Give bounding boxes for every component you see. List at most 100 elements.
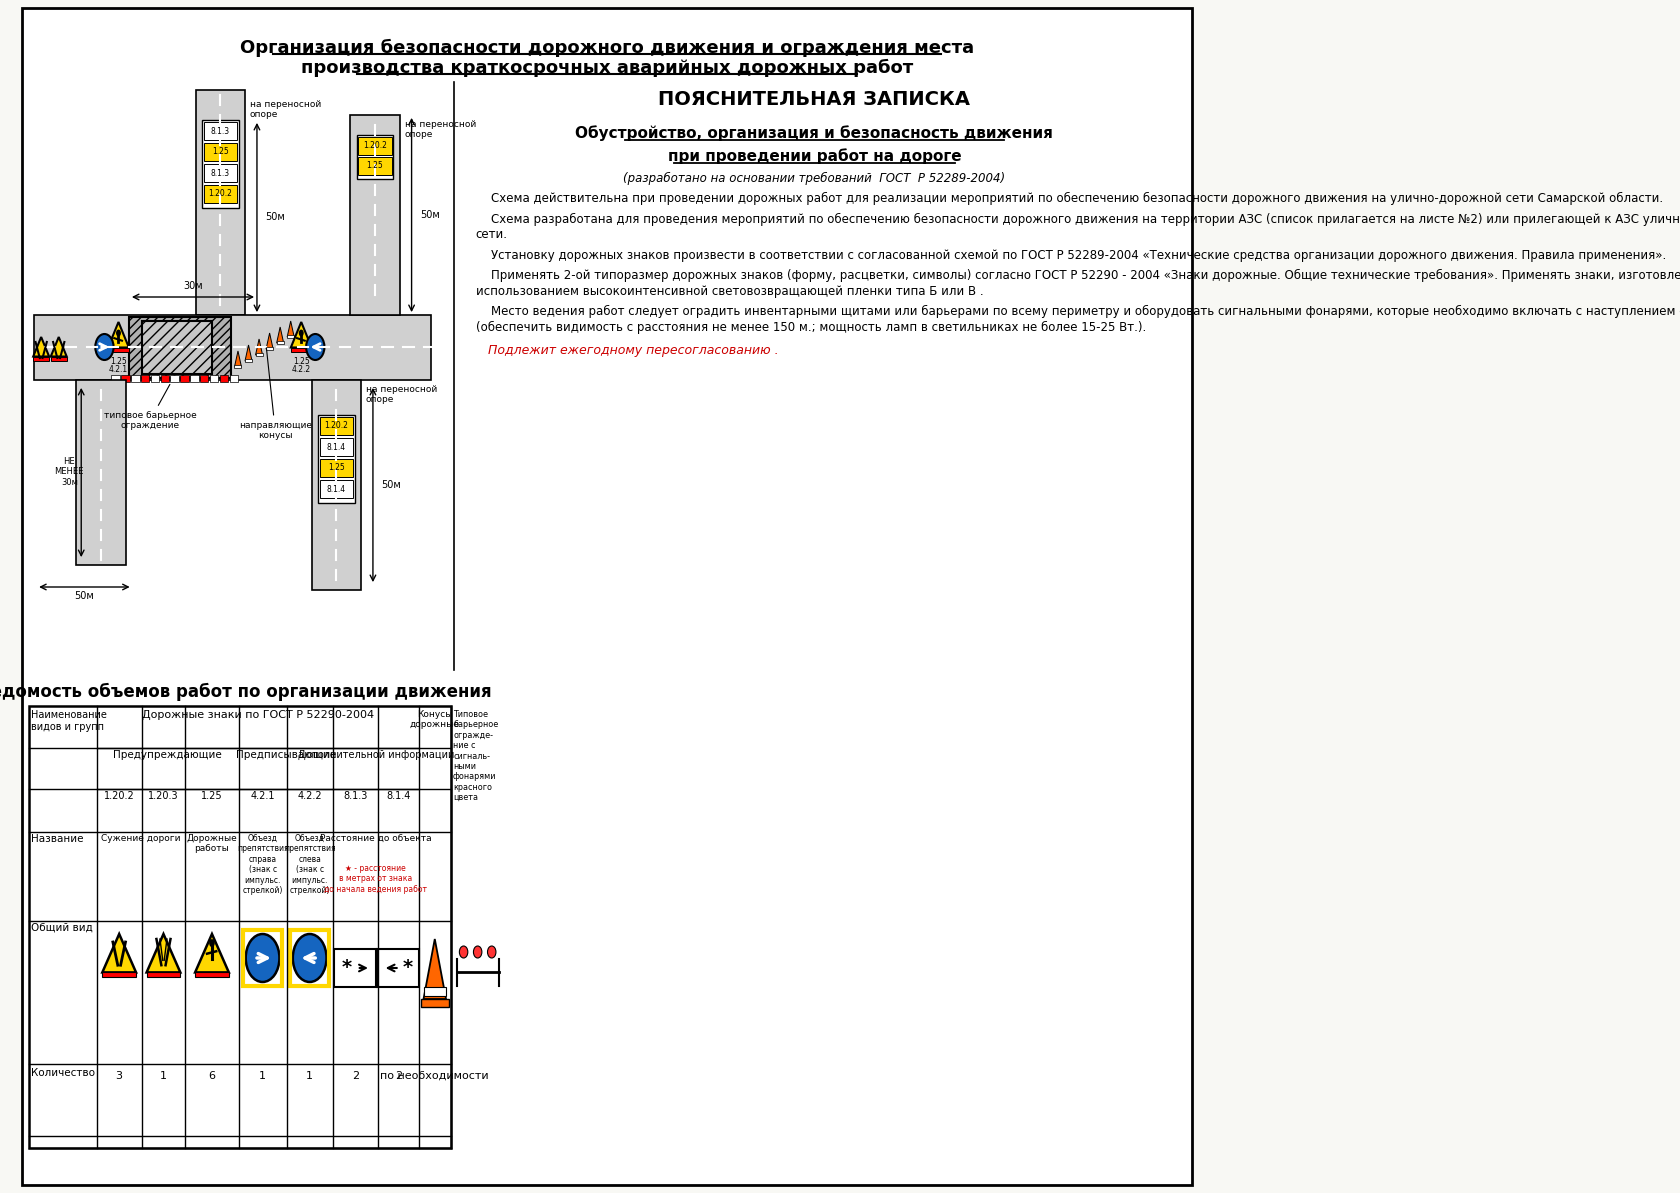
Bar xyxy=(318,415,354,503)
Polygon shape xyxy=(102,934,136,972)
Text: Предписывающие: Предписывающие xyxy=(235,750,336,760)
Polygon shape xyxy=(255,339,262,356)
Text: 50м: 50м xyxy=(381,480,402,490)
Bar xyxy=(376,948,420,987)
Bar xyxy=(235,365,242,367)
Bar xyxy=(358,157,391,175)
Text: Количество: Количество xyxy=(32,1068,96,1078)
Bar xyxy=(210,375,218,382)
Bar xyxy=(200,375,208,382)
Bar xyxy=(203,122,237,140)
Bar xyxy=(170,375,180,382)
Bar xyxy=(34,357,49,360)
Bar xyxy=(334,948,376,987)
Polygon shape xyxy=(34,336,49,357)
Polygon shape xyxy=(265,333,274,350)
Bar xyxy=(351,115,400,315)
Text: Конусы
дорожные: Конусы дорожные xyxy=(410,710,460,729)
Bar xyxy=(203,143,237,161)
Text: 8.1.3: 8.1.3 xyxy=(343,791,368,801)
Bar xyxy=(197,89,245,315)
Bar xyxy=(121,375,129,382)
Polygon shape xyxy=(108,322,129,347)
Text: Предупреждающие: Предупреждающие xyxy=(113,750,222,760)
Text: Название: Название xyxy=(32,834,84,843)
Bar xyxy=(358,137,391,155)
Polygon shape xyxy=(50,336,67,357)
Text: 8.1.3: 8.1.3 xyxy=(210,126,230,136)
Text: 1.20.3: 1.20.3 xyxy=(148,791,178,801)
Circle shape xyxy=(306,334,324,360)
Text: 8.1.4: 8.1.4 xyxy=(386,791,410,801)
Text: сети.: сети. xyxy=(475,228,507,241)
Text: 8.1.4: 8.1.4 xyxy=(328,443,346,451)
Text: 50м: 50м xyxy=(265,212,286,222)
Circle shape xyxy=(459,946,467,958)
Circle shape xyxy=(474,946,482,958)
Bar xyxy=(244,931,282,985)
Text: 6: 6 xyxy=(208,1071,215,1081)
Bar xyxy=(220,375,228,382)
Bar xyxy=(151,375,160,382)
Text: Схема разработана для проведения мероприятий по обеспечению безопасности дорожно: Схема разработана для проведения меропри… xyxy=(475,212,1680,225)
Bar xyxy=(245,359,252,361)
Text: (обеспечить видимость с расстояния не менее 150 м.; мощность ламп в светильниках: (обеспечить видимость с расстояния не ме… xyxy=(475,321,1146,334)
Bar xyxy=(161,375,170,382)
Polygon shape xyxy=(291,322,311,347)
Bar xyxy=(102,972,136,977)
Polygon shape xyxy=(146,934,180,972)
Text: 1: 1 xyxy=(306,1071,312,1081)
Bar xyxy=(291,931,329,985)
Circle shape xyxy=(299,329,304,336)
Text: Объезд
препятствия
справа
(знак с
импульс.
стрелкой): Объезд препятствия справа (знак с импуль… xyxy=(237,834,289,895)
Polygon shape xyxy=(277,327,284,344)
Text: 50м: 50м xyxy=(74,591,94,601)
Text: *: * xyxy=(341,958,353,977)
Polygon shape xyxy=(245,345,252,361)
Text: Организация безопасности дорожного движения и ограждения места: Организация безопасности дорожного движе… xyxy=(240,39,974,57)
Bar xyxy=(141,375,150,382)
Text: 3: 3 xyxy=(116,1071,123,1081)
Bar xyxy=(230,375,239,382)
Bar xyxy=(265,347,274,350)
Text: 2: 2 xyxy=(395,1071,402,1081)
Text: НЕ
МЕНЕЕ
30м: НЕ МЕНЕЕ 30м xyxy=(54,457,84,487)
Text: Наименование
видов и групп: Наименование видов и групп xyxy=(30,710,106,731)
Text: Применять 2-ой типоразмер дорожных знаков (форму, расцветки, символы) согласно Г: Применять 2-ой типоразмер дорожных знако… xyxy=(475,268,1680,282)
Bar xyxy=(312,381,361,591)
Bar xyxy=(202,120,239,208)
Polygon shape xyxy=(423,939,445,999)
Bar xyxy=(423,987,445,996)
Bar xyxy=(319,459,353,477)
Bar xyxy=(108,347,129,352)
Bar xyxy=(111,375,119,382)
Bar xyxy=(29,706,450,1148)
Bar xyxy=(141,321,212,373)
Text: 4.2.1: 4.2.1 xyxy=(109,365,128,373)
Bar xyxy=(34,315,432,381)
Text: Подлежит ежегодному пересогласованию .: Подлежит ежегодному пересогласованию . xyxy=(489,344,780,357)
Text: использованием высокоинтенсивной световозвращающей пленки типа Б или В .: использованием высокоинтенсивной светово… xyxy=(475,284,983,297)
Text: Сужение дороги: Сужение дороги xyxy=(101,834,181,843)
Bar xyxy=(131,375,139,382)
Bar xyxy=(76,381,126,565)
Bar xyxy=(291,347,311,352)
Text: Дорожные знаки по ГОСТ Р 52290-2004: Дорожные знаки по ГОСТ Р 52290-2004 xyxy=(141,710,373,721)
Text: 4.2.2: 4.2.2 xyxy=(292,365,311,373)
Bar xyxy=(50,357,67,360)
Text: 1: 1 xyxy=(160,1071,166,1081)
Text: 8.1.4: 8.1.4 xyxy=(328,484,346,494)
Bar xyxy=(277,341,284,344)
Bar xyxy=(255,353,262,356)
Text: Дорожные
работы: Дорожные работы xyxy=(186,834,237,853)
Text: Общий вид: Общий вид xyxy=(32,923,92,933)
Text: 1.25: 1.25 xyxy=(328,464,344,472)
Text: производства краткосрочных аварийных дорожных работ: производства краткосрочных аварийных дор… xyxy=(301,58,914,78)
Circle shape xyxy=(292,934,326,982)
Text: направляющие
конусы: направляющие конусы xyxy=(239,347,312,440)
Text: 2: 2 xyxy=(351,1071,360,1081)
Circle shape xyxy=(96,334,114,360)
Text: при проведении работ на дороге: при проведении работ на дороге xyxy=(667,148,961,163)
Text: 50м: 50м xyxy=(420,210,440,220)
Text: по необходимости: по необходимости xyxy=(380,1071,489,1081)
